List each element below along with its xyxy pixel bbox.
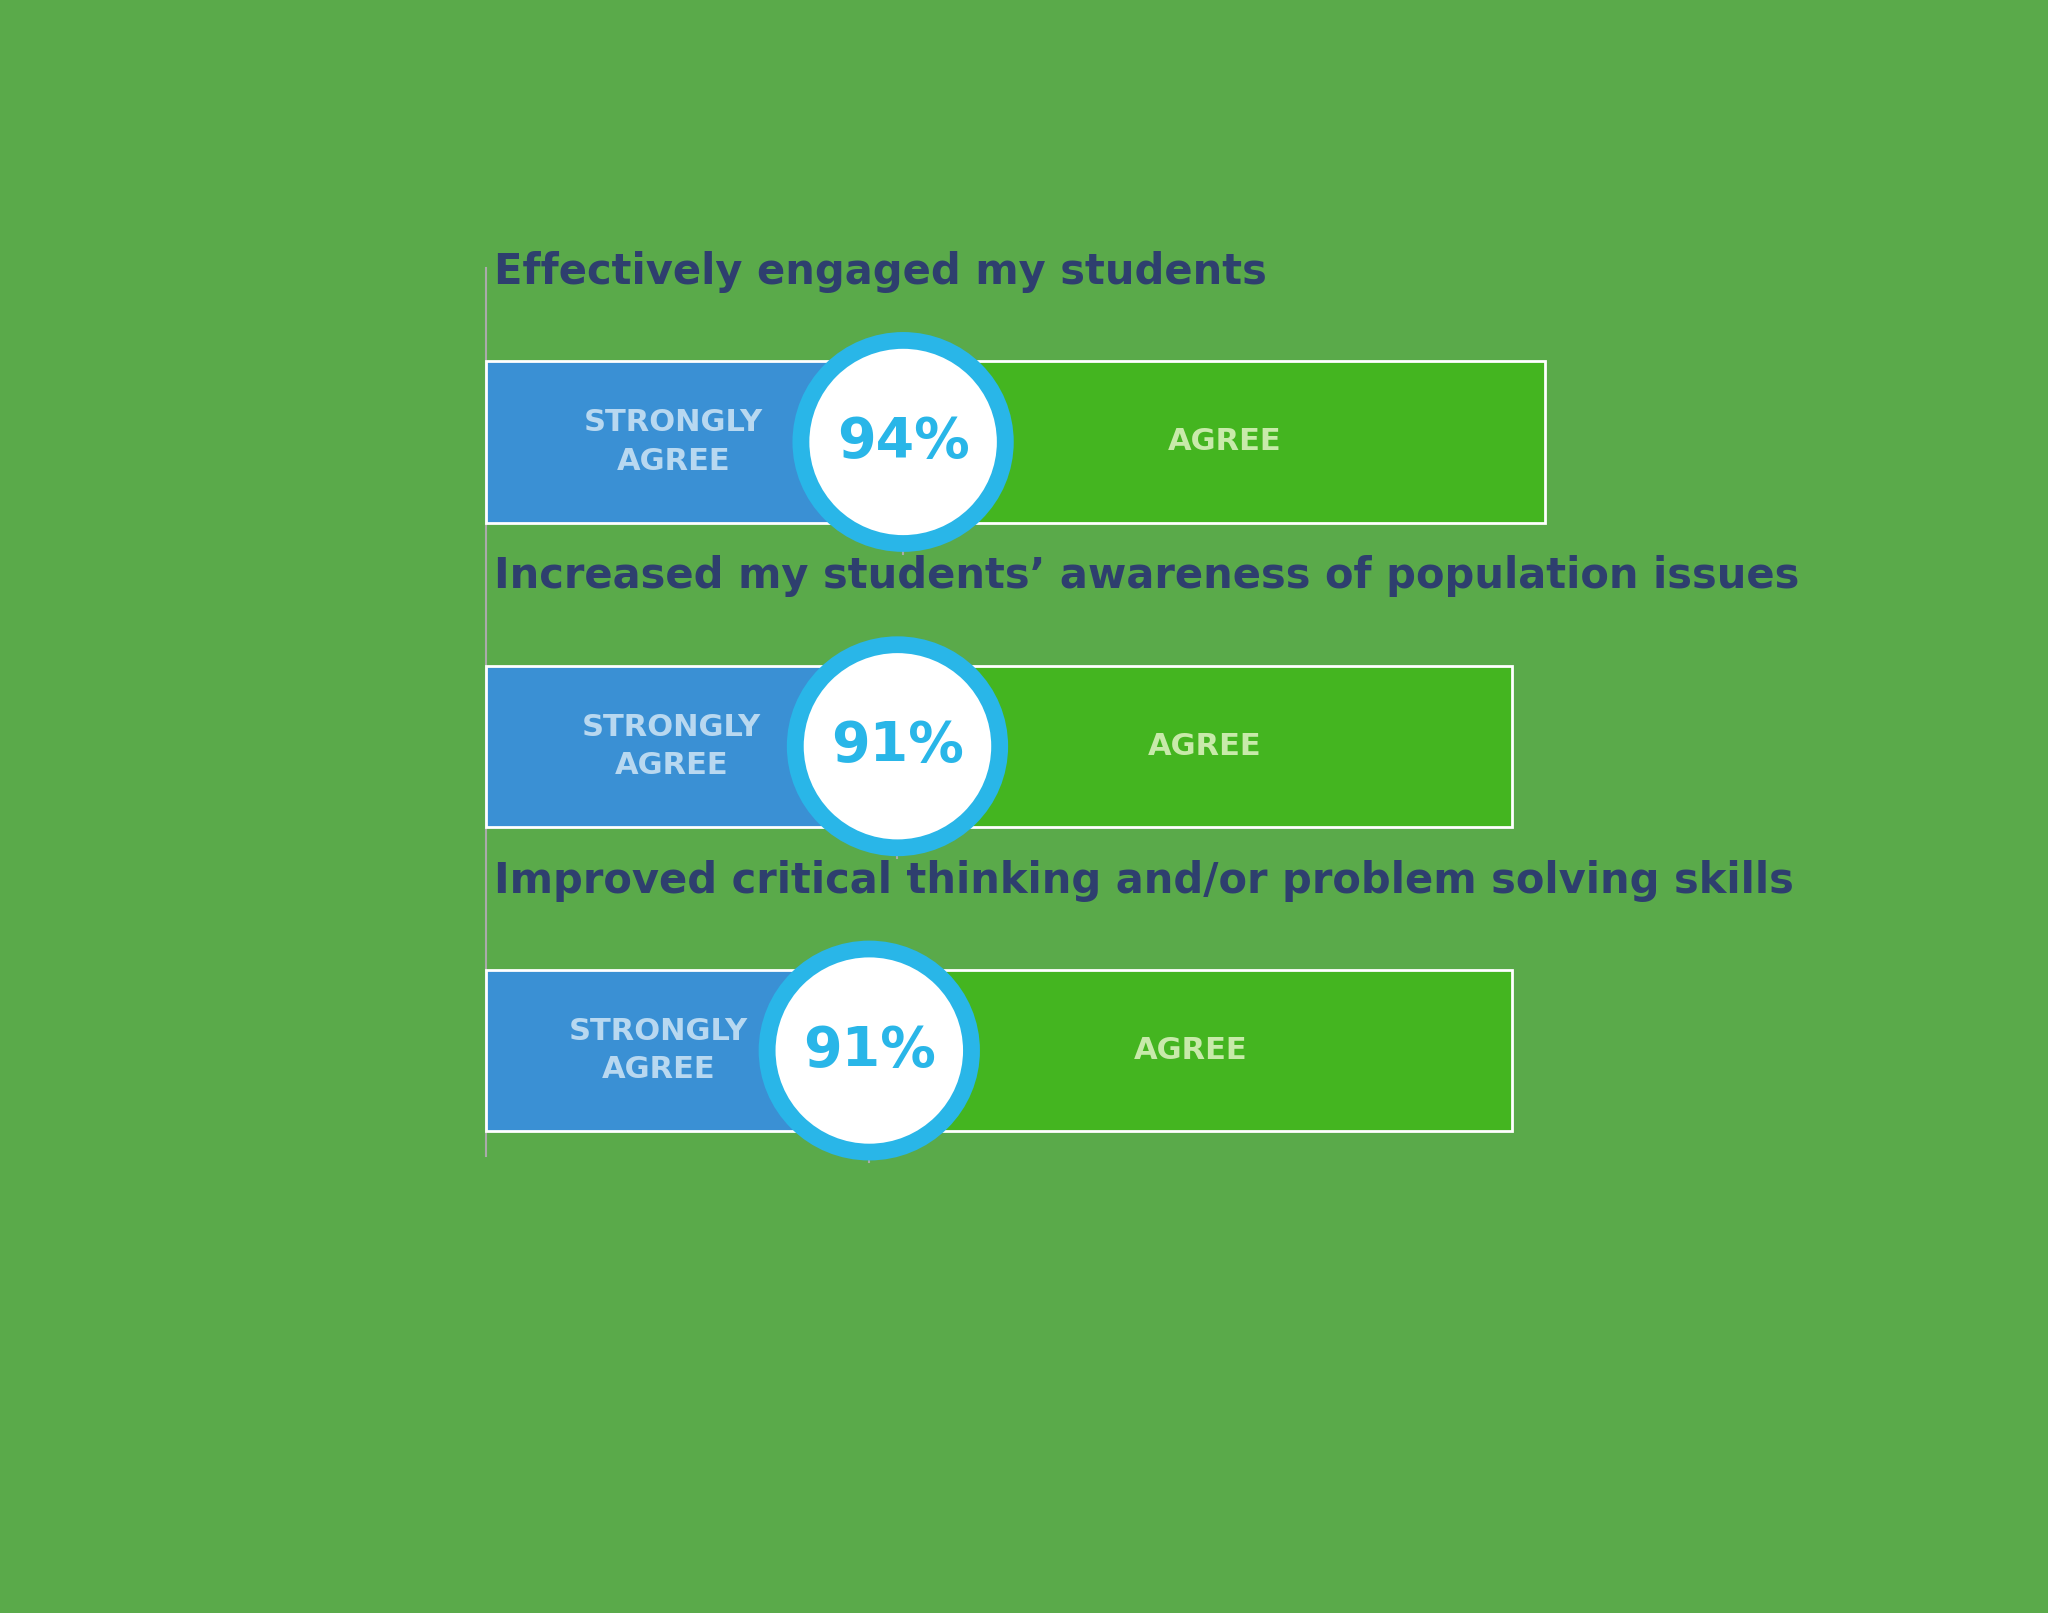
Ellipse shape [776,958,963,1144]
Bar [485,666,1511,827]
Ellipse shape [793,332,1014,552]
Ellipse shape [786,637,1008,857]
Text: AGREE: AGREE [1167,427,1282,456]
Ellipse shape [809,348,997,536]
Ellipse shape [803,653,991,839]
Text: AGREE: AGREE [1147,732,1262,761]
Bar [485,666,897,827]
Text: Effectively engaged my students: Effectively engaged my students [494,252,1268,294]
Text: Increased my students’ awareness of population issues: Increased my students’ awareness of popu… [494,555,1800,597]
Bar [485,969,868,1131]
Text: STRONGLY
AGREE: STRONGLY AGREE [584,408,764,476]
Bar [485,361,903,523]
Bar [897,666,1511,827]
Bar [485,969,1511,1131]
Bar [868,969,1511,1131]
Bar [903,361,1546,523]
Text: AGREE: AGREE [1135,1036,1247,1065]
Ellipse shape [758,940,979,1160]
Text: Improved critical thinking and/or problem solving skills: Improved critical thinking and/or proble… [494,860,1794,902]
Text: 91%: 91% [803,1024,936,1077]
Text: STRONGLY
AGREE: STRONGLY AGREE [582,713,760,779]
Bar [485,361,1546,523]
Text: STRONGLY
AGREE: STRONGLY AGREE [569,1016,748,1084]
Text: 91%: 91% [831,719,965,773]
Text: 94%: 94% [838,415,969,469]
